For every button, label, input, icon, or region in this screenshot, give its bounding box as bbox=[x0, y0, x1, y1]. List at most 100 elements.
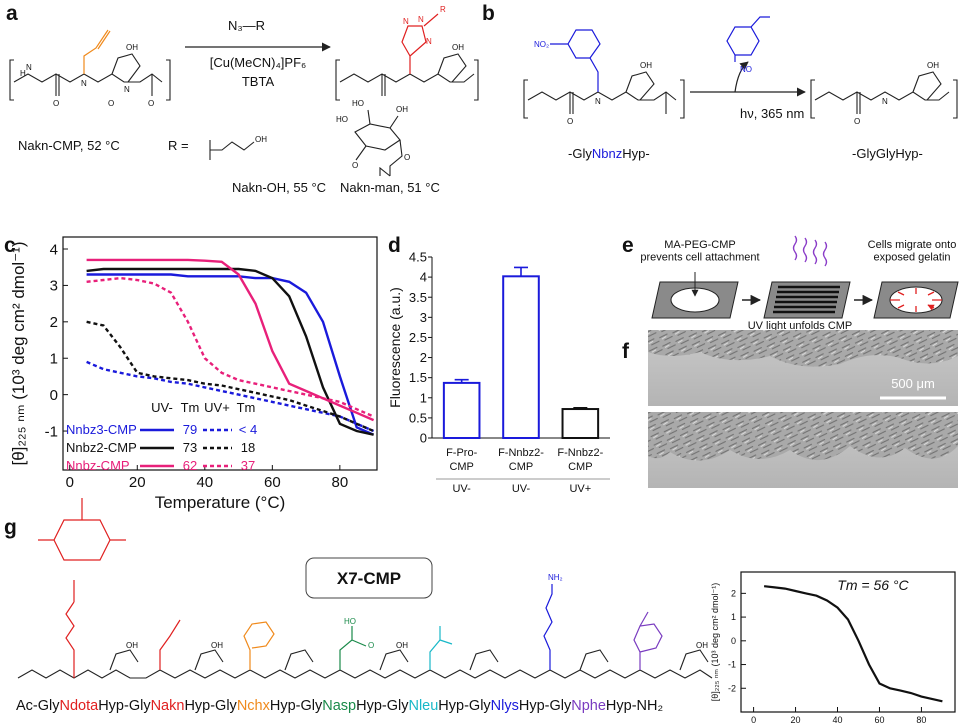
panel-a: a N H N O O N O OH N₃—R [Cu(MeCN)₄]PF₆ T… bbox=[6, 2, 479, 195]
sequence-part: Hyp-Gly bbox=[356, 698, 409, 714]
structure-product bbox=[335, 13, 479, 101]
y-tick-label: 4 bbox=[50, 241, 58, 258]
text-line: F-Pro- bbox=[446, 447, 478, 459]
reagent: N₃—R bbox=[228, 18, 265, 33]
sequence-part: Hyp-NH₂ bbox=[606, 698, 663, 714]
text-line: exposed gelatin bbox=[873, 252, 950, 264]
y-tick-label: 2 bbox=[50, 314, 58, 331]
sequence-part: Nphe bbox=[571, 698, 606, 714]
condition-label: UV- bbox=[512, 483, 531, 495]
y-tick-label: 3 bbox=[420, 310, 427, 325]
sequence-part: Nlys bbox=[491, 698, 519, 714]
x-tick-label: 60 bbox=[264, 474, 281, 491]
data-line bbox=[86, 273, 375, 436]
compound-label: Nakn-man, 51 °C bbox=[340, 180, 440, 195]
atom-label: NO₂ bbox=[534, 40, 549, 49]
legend-tm: < 4 bbox=[239, 422, 257, 437]
legend-label: Nnbz3-CMP bbox=[66, 422, 137, 437]
y-tick-label: 1 bbox=[731, 612, 736, 622]
panel-letter: f bbox=[622, 340, 630, 363]
panel-letter: c bbox=[4, 234, 16, 257]
step-label: Cells migrate onto exposed gelatin bbox=[868, 239, 957, 264]
atom-label: OH bbox=[126, 641, 138, 650]
panel-letter: a bbox=[6, 2, 18, 25]
atom-label: OH bbox=[696, 641, 708, 650]
atom-label: HO bbox=[344, 617, 356, 626]
sequence-part: Hyp-Gly bbox=[184, 698, 237, 714]
x-tick-label: 60 bbox=[874, 715, 884, 723]
compound-label: Nakn-CMP, 52 °C bbox=[18, 138, 120, 153]
x-tick-label: 20 bbox=[129, 474, 146, 491]
asp-sidechain bbox=[339, 626, 367, 670]
scale-label: 500 μm bbox=[891, 376, 935, 391]
sequence-part: -Gly bbox=[568, 146, 592, 161]
sequence-part: Hyp-Gly bbox=[270, 698, 323, 714]
dota-sidechain bbox=[38, 498, 126, 678]
text-line: F-Nnbz2- bbox=[498, 447, 544, 459]
x-tick-label: 0 bbox=[751, 715, 756, 723]
error-bar bbox=[514, 266, 528, 277]
text-line: Cells migrate onto bbox=[868, 239, 957, 251]
atom-label: O bbox=[148, 99, 154, 108]
error-bar bbox=[454, 378, 469, 383]
bar bbox=[561, 408, 600, 440]
y-axis-label: [θ]₂₂₅ ₙₘ (10³ deg cm² dmol⁻¹) bbox=[9, 242, 28, 466]
legend-header: UV- bbox=[151, 400, 173, 415]
release-arrow bbox=[734, 61, 749, 93]
sequence-part: Hyp-Gly bbox=[438, 698, 491, 714]
y-tick-label: 3.5 bbox=[409, 290, 427, 305]
nitroso-product bbox=[726, 16, 770, 62]
panel-e: e MA-PEG-CMP prevents cell attachment Cel… bbox=[622, 234, 959, 345]
legend-label: Nnbz-CMP bbox=[66, 458, 130, 473]
x-tick-label: 20 bbox=[791, 715, 801, 723]
data-line bbox=[86, 258, 375, 422]
catalyst: [Cu(MeCN)₄]PF₆ bbox=[210, 55, 307, 70]
chx-sidechain bbox=[243, 621, 275, 670]
mannose bbox=[354, 109, 403, 177]
panel-f: f 500 μm bbox=[622, 330, 958, 488]
panel-letter: e bbox=[622, 234, 634, 257]
atom-label: O bbox=[404, 153, 410, 162]
atom-label: HO bbox=[336, 115, 348, 124]
legend-tm: 79 bbox=[183, 422, 197, 437]
atom-label: OH bbox=[126, 43, 138, 52]
atom-label: O bbox=[352, 161, 358, 170]
x-tick-label: 0 bbox=[66, 474, 74, 491]
atom-label: N bbox=[81, 79, 87, 88]
sequence-label: -GlyGlyHyp- bbox=[852, 146, 923, 161]
text-line: prevents cell attachment bbox=[640, 252, 759, 264]
light-condition: hν, 365 nm bbox=[740, 106, 804, 121]
atom-label: OH bbox=[211, 641, 223, 650]
y-tick-label: 4.5 bbox=[409, 250, 427, 265]
r-label: R = bbox=[168, 138, 189, 153]
data-line bbox=[86, 360, 375, 433]
legend-header: UV+ bbox=[204, 400, 230, 415]
x-axis-label: Temperature (°C) bbox=[155, 493, 286, 512]
x-tick-label: F-Pro- CMP bbox=[446, 447, 478, 473]
text-line: CMP bbox=[509, 461, 533, 473]
legend-tm: 18 bbox=[241, 440, 255, 455]
leu-sidechain bbox=[429, 626, 453, 670]
y-tick-label: 1 bbox=[420, 390, 427, 405]
annotation: Tm = 56 °C bbox=[837, 577, 909, 593]
y-tick-label: 1 bbox=[50, 350, 58, 367]
y-tick-label: 2 bbox=[731, 589, 736, 599]
atom-label: OH bbox=[255, 135, 267, 144]
condition-label: UV+ bbox=[569, 483, 591, 495]
text-line: UV light unfolds CMP bbox=[748, 320, 853, 332]
y-tick-label: 2.5 bbox=[409, 330, 427, 345]
text-line: CMP bbox=[568, 461, 592, 473]
error-bar bbox=[573, 407, 588, 410]
panel-letter: g bbox=[4, 516, 17, 539]
lys-sidechain bbox=[543, 584, 553, 670]
atom-label: N bbox=[26, 63, 32, 72]
cell-front bbox=[648, 412, 958, 461]
plot-frame bbox=[62, 236, 378, 471]
hyp-rings bbox=[109, 649, 709, 671]
atom-label: NO bbox=[740, 65, 752, 74]
phe-sidechain bbox=[633, 611, 663, 670]
y-tick-label: -1 bbox=[728, 660, 736, 670]
sequence-part: Ndota bbox=[60, 698, 100, 714]
atom-label: OH bbox=[452, 43, 464, 52]
y-tick-label: 0.5 bbox=[409, 410, 427, 425]
